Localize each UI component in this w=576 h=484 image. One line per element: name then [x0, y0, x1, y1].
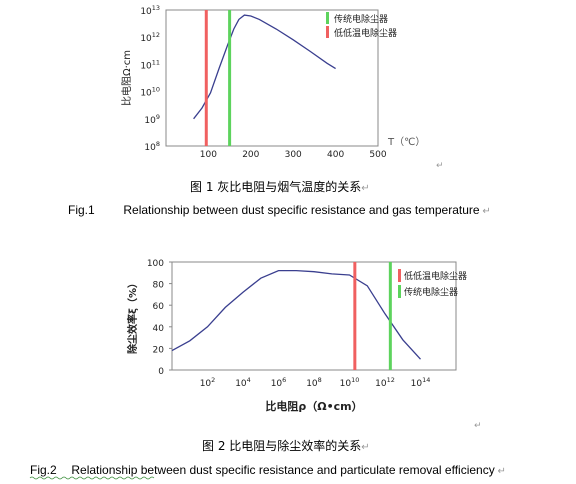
chart2-reference-lines [353, 262, 392, 370]
chart2-frame [171, 261, 457, 371]
chart2-y-tick-label: 80 [153, 281, 165, 291]
chart2-x-tick-label: 1014 [411, 376, 431, 389]
chart1-y-tick-label: 1010 [140, 86, 160, 99]
chart2-y-tick-label: 60 [153, 302, 165, 312]
chart1-y-tick-label: 108 [144, 140, 160, 153]
figure1-caption-en: Fig.1 Relationship between dust specific… [68, 203, 491, 217]
chart1-series-line [193, 14, 336, 120]
chart2-y-tick-label: 100 [147, 259, 164, 269]
figure1-number: Fig.1 [68, 203, 95, 217]
figure1-caption-en-text: Relationship between dust specific resis… [123, 203, 480, 217]
return-mark-icon: ↵ [479, 206, 491, 217]
return-mark-icon: ↵ [436, 161, 444, 171]
figure2-caption-en-text: Relationship between dust specific resis… [71, 463, 495, 477]
chart2-x-tick-label: 1012 [375, 376, 395, 389]
figure1-caption-zh: 图 1 灰比电阻与烟气温度的关系↵ [190, 178, 370, 195]
chart1-frame [165, 9, 379, 147]
return-mark-icon: ↵ [361, 442, 370, 453]
chart1-y-tick-labels: 108 109 1010 1011 1012 1013 [140, 4, 160, 153]
spellcheck-underline [29, 476, 155, 480]
chart1-legend-swatch [326, 12, 329, 24]
figure2-caption-en: Fig.2 Relationship between dust specific… [30, 463, 506, 477]
chart2-y-tick-label: 0 [158, 367, 164, 377]
chart2-series-group [171, 269, 421, 360]
chart1-x-tick-label: 300 [285, 150, 302, 160]
chart2-x-axis-label: 比电阻ρ（Ω•cm） [265, 399, 362, 413]
chart1-y-tick-label: 1013 [140, 4, 160, 17]
chart1-x-axis-label: T（℃） [387, 136, 425, 148]
chart1-y-tick-label: 1012 [140, 31, 160, 44]
chart1-legend-label: 低低温电除尘器 [334, 27, 397, 39]
chart1-series-group [193, 14, 336, 120]
chart2-legend-label: 低低温电除尘器 [404, 270, 467, 282]
chart1-y-tick-label: 1011 [140, 58, 160, 71]
chart2-legend-swatch [398, 285, 401, 298]
return-mark-icon: ↵ [361, 183, 370, 194]
return-mark-icon: ↵ [474, 421, 482, 431]
chart2-y-tick-label: 40 [153, 324, 165, 334]
return-mark-icon: ↵ [494, 466, 506, 477]
chart1-x-tick-label: 400 [327, 150, 344, 160]
chart2-legend-swatch [398, 269, 401, 282]
chart2-y-axis-label: 除尘效率ξ（%） [126, 278, 139, 354]
chart1-y-tick-label: 109 [144, 113, 160, 126]
chart2-plot-area [171, 261, 457, 371]
figure2-caption-zh-text: 图 2 比电阻与除尘效率的关系 [202, 439, 362, 453]
chart2-x-tick-label: 108 [306, 376, 322, 389]
chart1-x-tick-label: 200 [242, 150, 259, 160]
chart2-legend-label: 传统电除尘器 [404, 286, 458, 298]
chart1-plot-area [165, 9, 379, 147]
chart1-legend-label: 传统电除尘器 [334, 13, 388, 25]
chart2-x-tick-label: 1010 [340, 376, 360, 389]
chart1-x-tick-label: 100 [200, 150, 217, 160]
figure1-caption-zh-text: 图 1 灰比电阻与烟气温度的关系 [190, 180, 362, 194]
chart2-x-tick-label: 102 [200, 376, 216, 389]
chart2-series-line [171, 269, 421, 360]
chart1-reference-lines [204, 10, 232, 146]
chart2-y-tick-labels: 0 20 40 60 80 100 [147, 259, 172, 377]
chart1-y-axis-label: 比电阻Ω·cm [120, 50, 133, 106]
figure2-caption-zh: 图 2 比电阻与除尘效率的关系↵ [202, 437, 370, 454]
chart1-x-tick-labels: 100 200 300 400 500 [200, 150, 387, 160]
chart1-x-tick-label: 500 [369, 150, 386, 160]
chart2-x-tick-label: 104 [235, 376, 251, 389]
chart2-x-tick-label: 106 [271, 376, 287, 389]
figure2-number: Fig.2 [30, 463, 57, 477]
chart1-legend-swatch [326, 26, 329, 38]
chart2-x-tick-labels: 102 104 106 108 1010 1012 1014 [200, 376, 431, 389]
chart2-y-tick-label: 20 [153, 345, 165, 355]
